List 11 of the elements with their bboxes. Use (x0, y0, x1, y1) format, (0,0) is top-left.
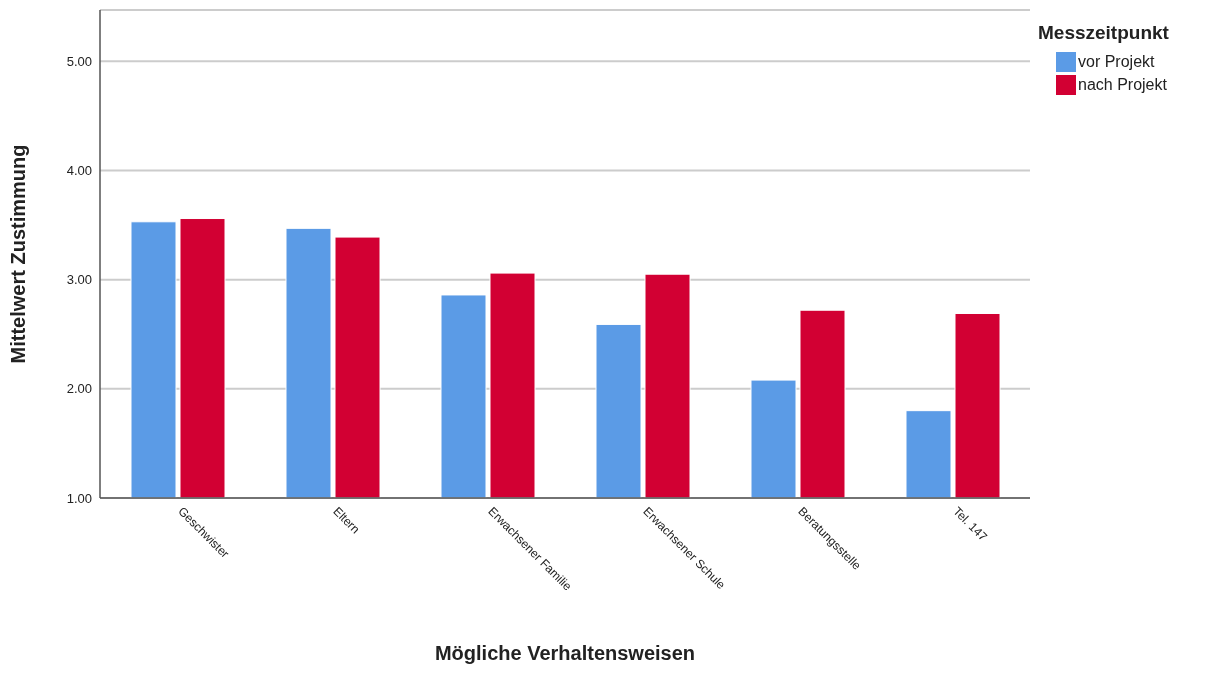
legend-label: nach Projekt (1077, 75, 1168, 95)
y-tick-label: 1.00 (66, 490, 92, 506)
y-axis-title: Mittelwert Zustimmung (7, 144, 30, 364)
y-tick-label: 4.00 (66, 163, 92, 179)
y-tick-label: 3.00 (66, 272, 92, 288)
y-tick-label: 5.00 (66, 53, 92, 69)
legend-label: vor Projekt (1077, 52, 1156, 72)
x-tick-label: Tel. 147 (950, 504, 991, 545)
y-tick-label: 2.00 (66, 381, 92, 397)
x-axis-title: Mögliche Verhaltensweisen (434, 642, 696, 664)
legend-title: Messzeitpunkt (1038, 22, 1169, 44)
